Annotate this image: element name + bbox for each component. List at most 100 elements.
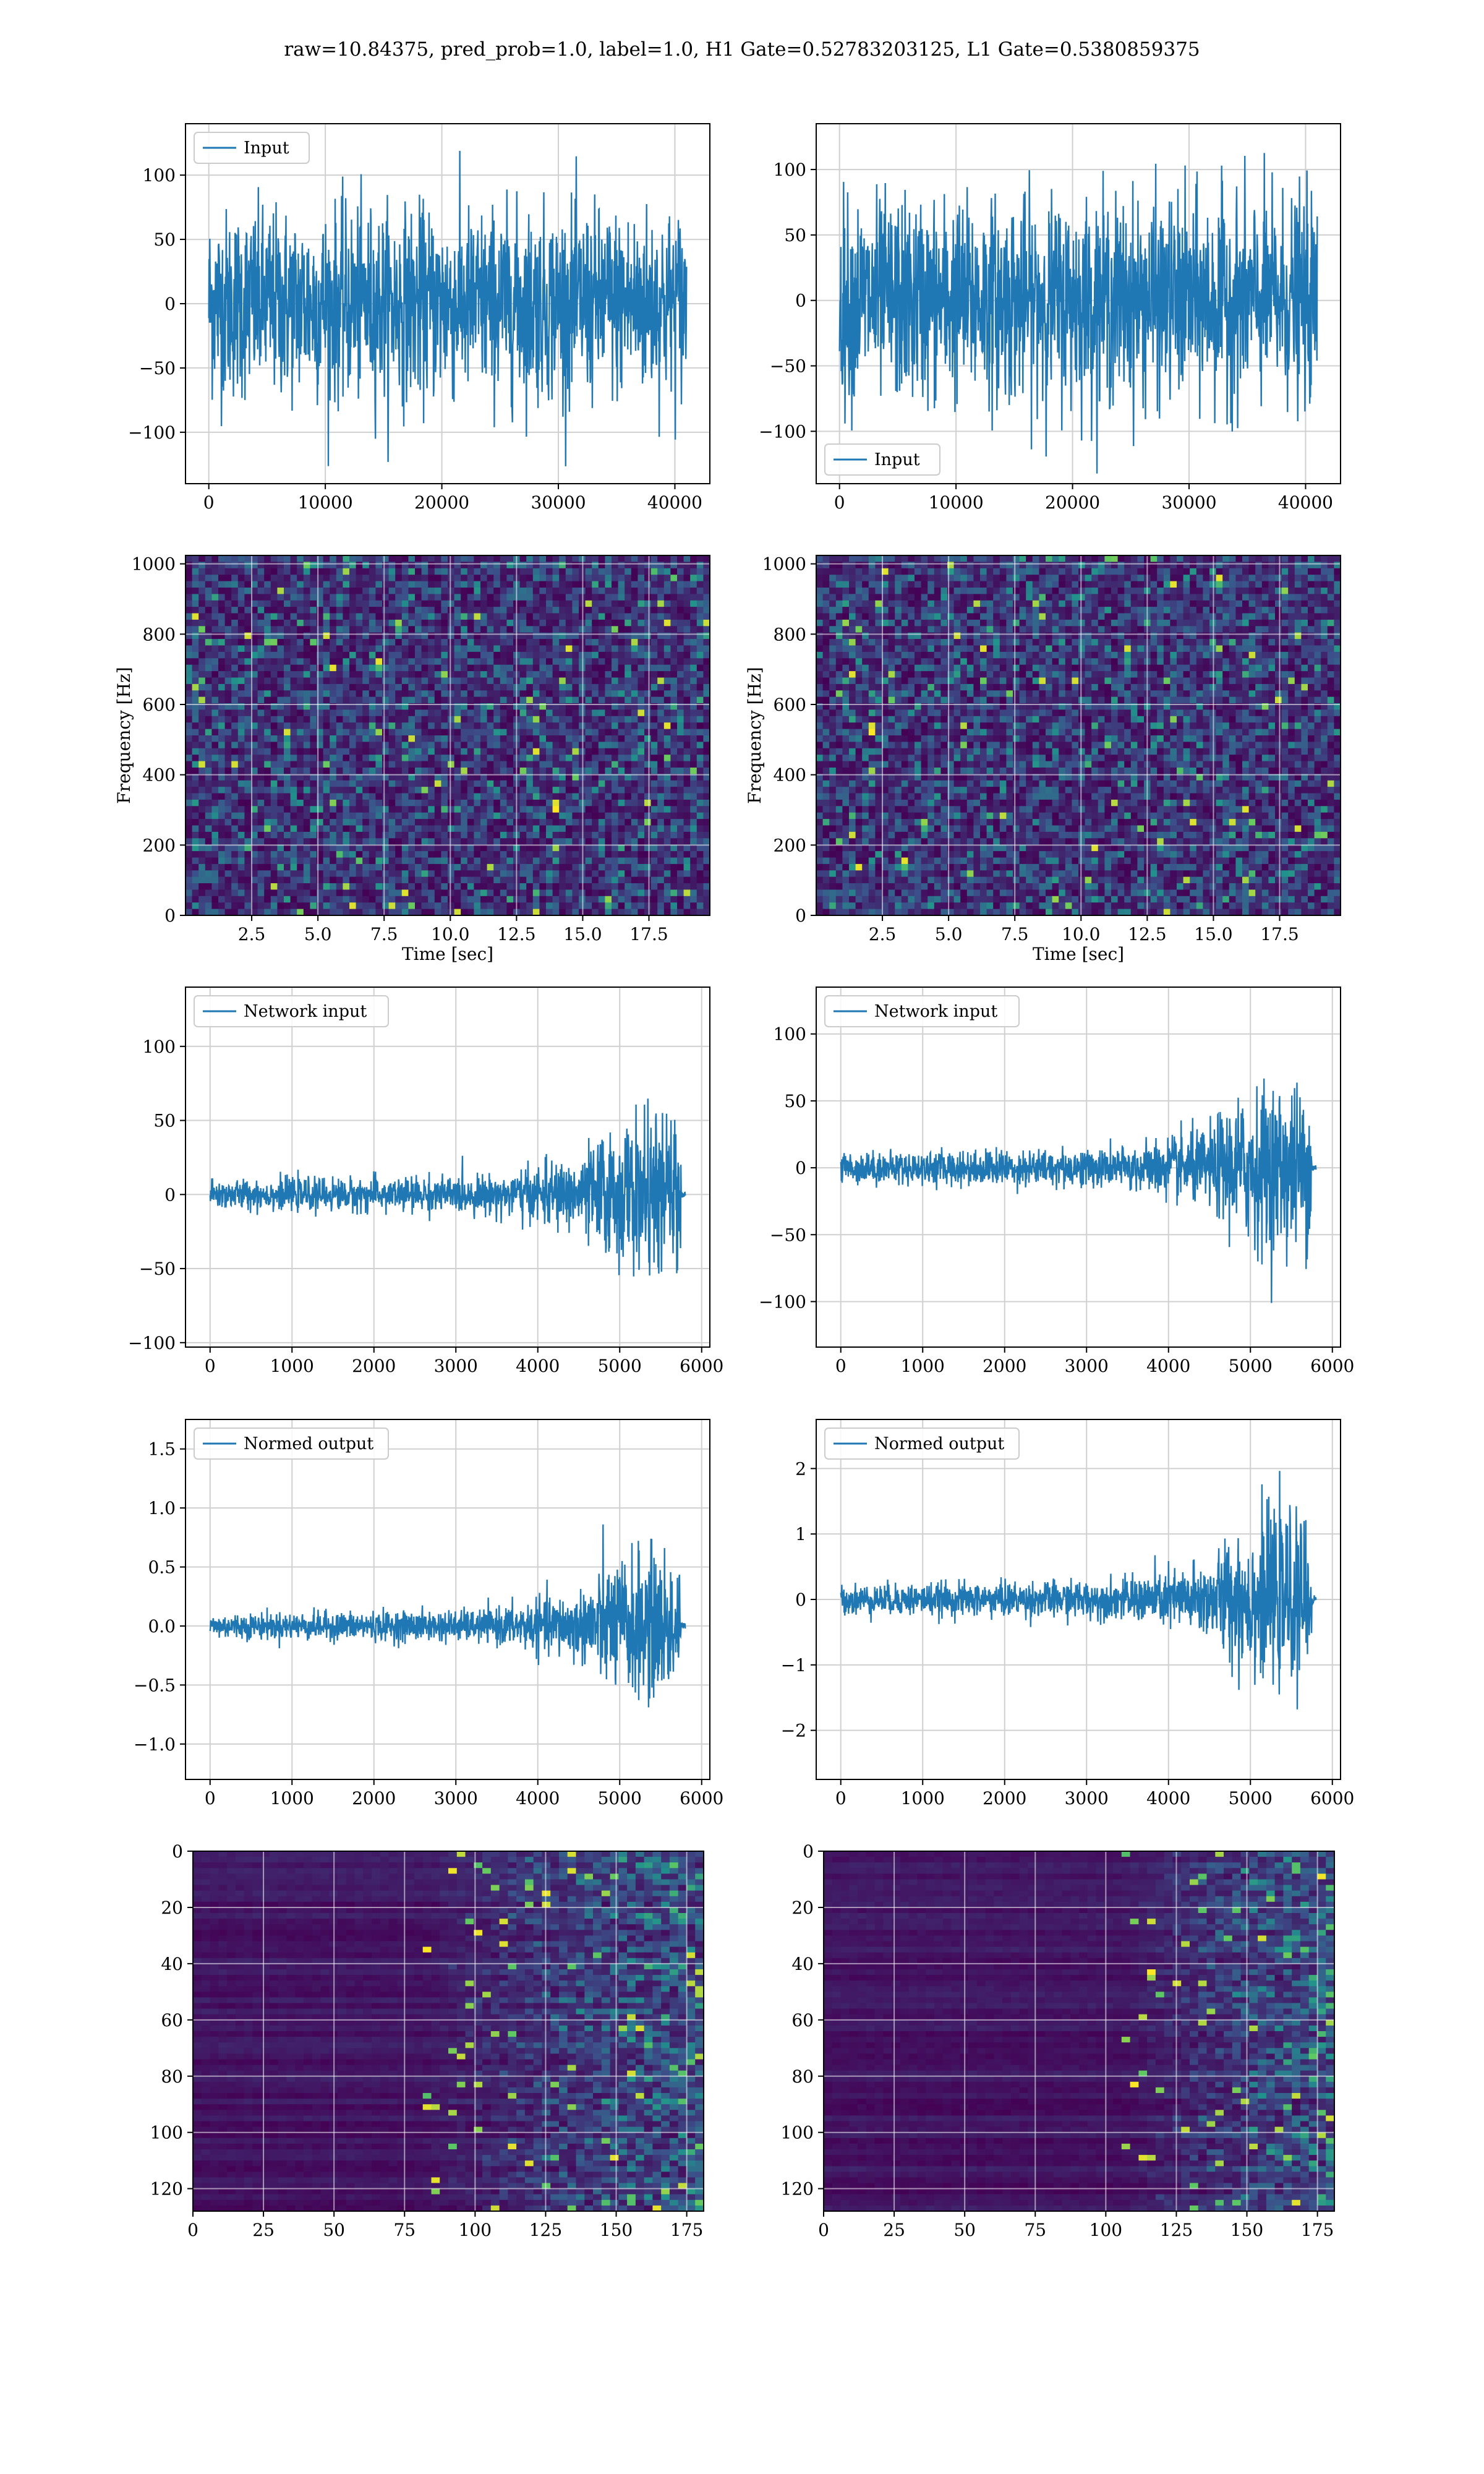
heat-cell (257, 742, 265, 749)
heat-cell (1281, 581, 1289, 588)
heat-cell (349, 555, 357, 562)
x-tick-label: 10.0 (431, 924, 469, 944)
heat-cell (683, 722, 691, 730)
heat-cell (362, 774, 370, 781)
heat-cell (500, 876, 507, 884)
heat-cell (631, 838, 638, 845)
heat-cell (519, 613, 527, 620)
y-tick-label: 400 (143, 765, 176, 785)
heat-cell (231, 844, 239, 852)
heat-cell (284, 639, 291, 646)
heat-cell (1327, 555, 1334, 562)
heat-cell (356, 671, 363, 678)
heat-cell (330, 639, 337, 646)
heat-cell (198, 857, 206, 865)
heat-cell (565, 748, 573, 755)
heat-cell (565, 677, 573, 685)
heat-cell (317, 787, 324, 794)
heat-cell (192, 677, 199, 685)
heat-cell (1255, 555, 1263, 562)
heat-cell (467, 613, 474, 620)
heat-cell (408, 671, 416, 678)
heat-cell (237, 844, 245, 852)
heat-cell (474, 594, 481, 601)
heat-cell (441, 768, 448, 774)
heat-cell (211, 793, 219, 800)
heat-cell (317, 677, 324, 685)
heat-cell (395, 831, 403, 839)
heat-cell (257, 768, 265, 774)
heat-cell (546, 787, 553, 794)
heat-cell (480, 863, 488, 871)
heat-cell (375, 825, 383, 833)
heat-cell (290, 863, 297, 871)
heat-cell (192, 632, 199, 640)
heat-cell (198, 909, 206, 916)
heat-cell (421, 806, 429, 813)
heat-cell (532, 857, 540, 865)
heat-cell (625, 909, 632, 916)
heat-cell (835, 555, 843, 562)
heat-cell (526, 742, 534, 749)
heat-cell (703, 588, 710, 594)
heat-cell (421, 896, 429, 903)
heat-cell (625, 613, 632, 620)
heat-cell (290, 748, 297, 755)
heat-cell (526, 555, 534, 562)
heat-cell (218, 735, 226, 742)
heat-cell (618, 581, 625, 588)
heat-cell (559, 844, 566, 852)
heat-cell (546, 902, 553, 910)
heat-cell (218, 780, 226, 787)
heat-cell (690, 793, 697, 800)
heat-cell (434, 555, 441, 562)
heat-cell (401, 831, 409, 839)
heat-cell (408, 780, 416, 787)
heat-cell (572, 658, 579, 666)
heat-cell (257, 581, 265, 588)
heat-cell (382, 889, 390, 897)
heat-cell (500, 838, 507, 845)
heat-cell (915, 562, 922, 569)
heat-cell (638, 645, 645, 653)
heat-cell (921, 555, 928, 562)
heat-cell (303, 696, 310, 704)
heat-cell (454, 729, 461, 736)
heat-cell (375, 568, 383, 575)
heat-cell (198, 677, 206, 685)
heat-cell (1130, 575, 1138, 582)
heat-cell (703, 594, 710, 601)
heat-cell (270, 683, 278, 691)
heat-cell (375, 742, 383, 749)
heat-cell (638, 876, 645, 884)
heat-cell (559, 909, 566, 916)
heat-cell (677, 716, 684, 723)
heat-cell (192, 709, 199, 717)
heat-cell (644, 658, 652, 666)
heat-cell (690, 594, 697, 601)
heat-cell (192, 658, 199, 666)
heat-cell (192, 639, 199, 646)
heat-cell (572, 735, 579, 742)
heat-cell (506, 645, 514, 653)
heat-cell (211, 600, 219, 607)
heat-cell (428, 671, 435, 678)
heat-cell (237, 883, 245, 890)
heat-cell (480, 748, 488, 755)
heat-cell (428, 575, 435, 582)
heat-cell (362, 870, 370, 878)
heat-cell (605, 889, 612, 897)
heat-cell (290, 600, 297, 607)
heat-cell (284, 651, 291, 659)
heat-cell (552, 722, 560, 730)
heat-cell (186, 709, 193, 717)
heat-cell (192, 696, 199, 704)
heat-cell (506, 748, 514, 755)
heat-cell (467, 709, 474, 717)
heat-cell (1242, 575, 1250, 582)
heat-cell (317, 831, 324, 839)
heat-cell (454, 594, 461, 601)
heat-cell (690, 709, 697, 717)
heat-cell (408, 819, 416, 826)
heat-cell (650, 677, 658, 685)
